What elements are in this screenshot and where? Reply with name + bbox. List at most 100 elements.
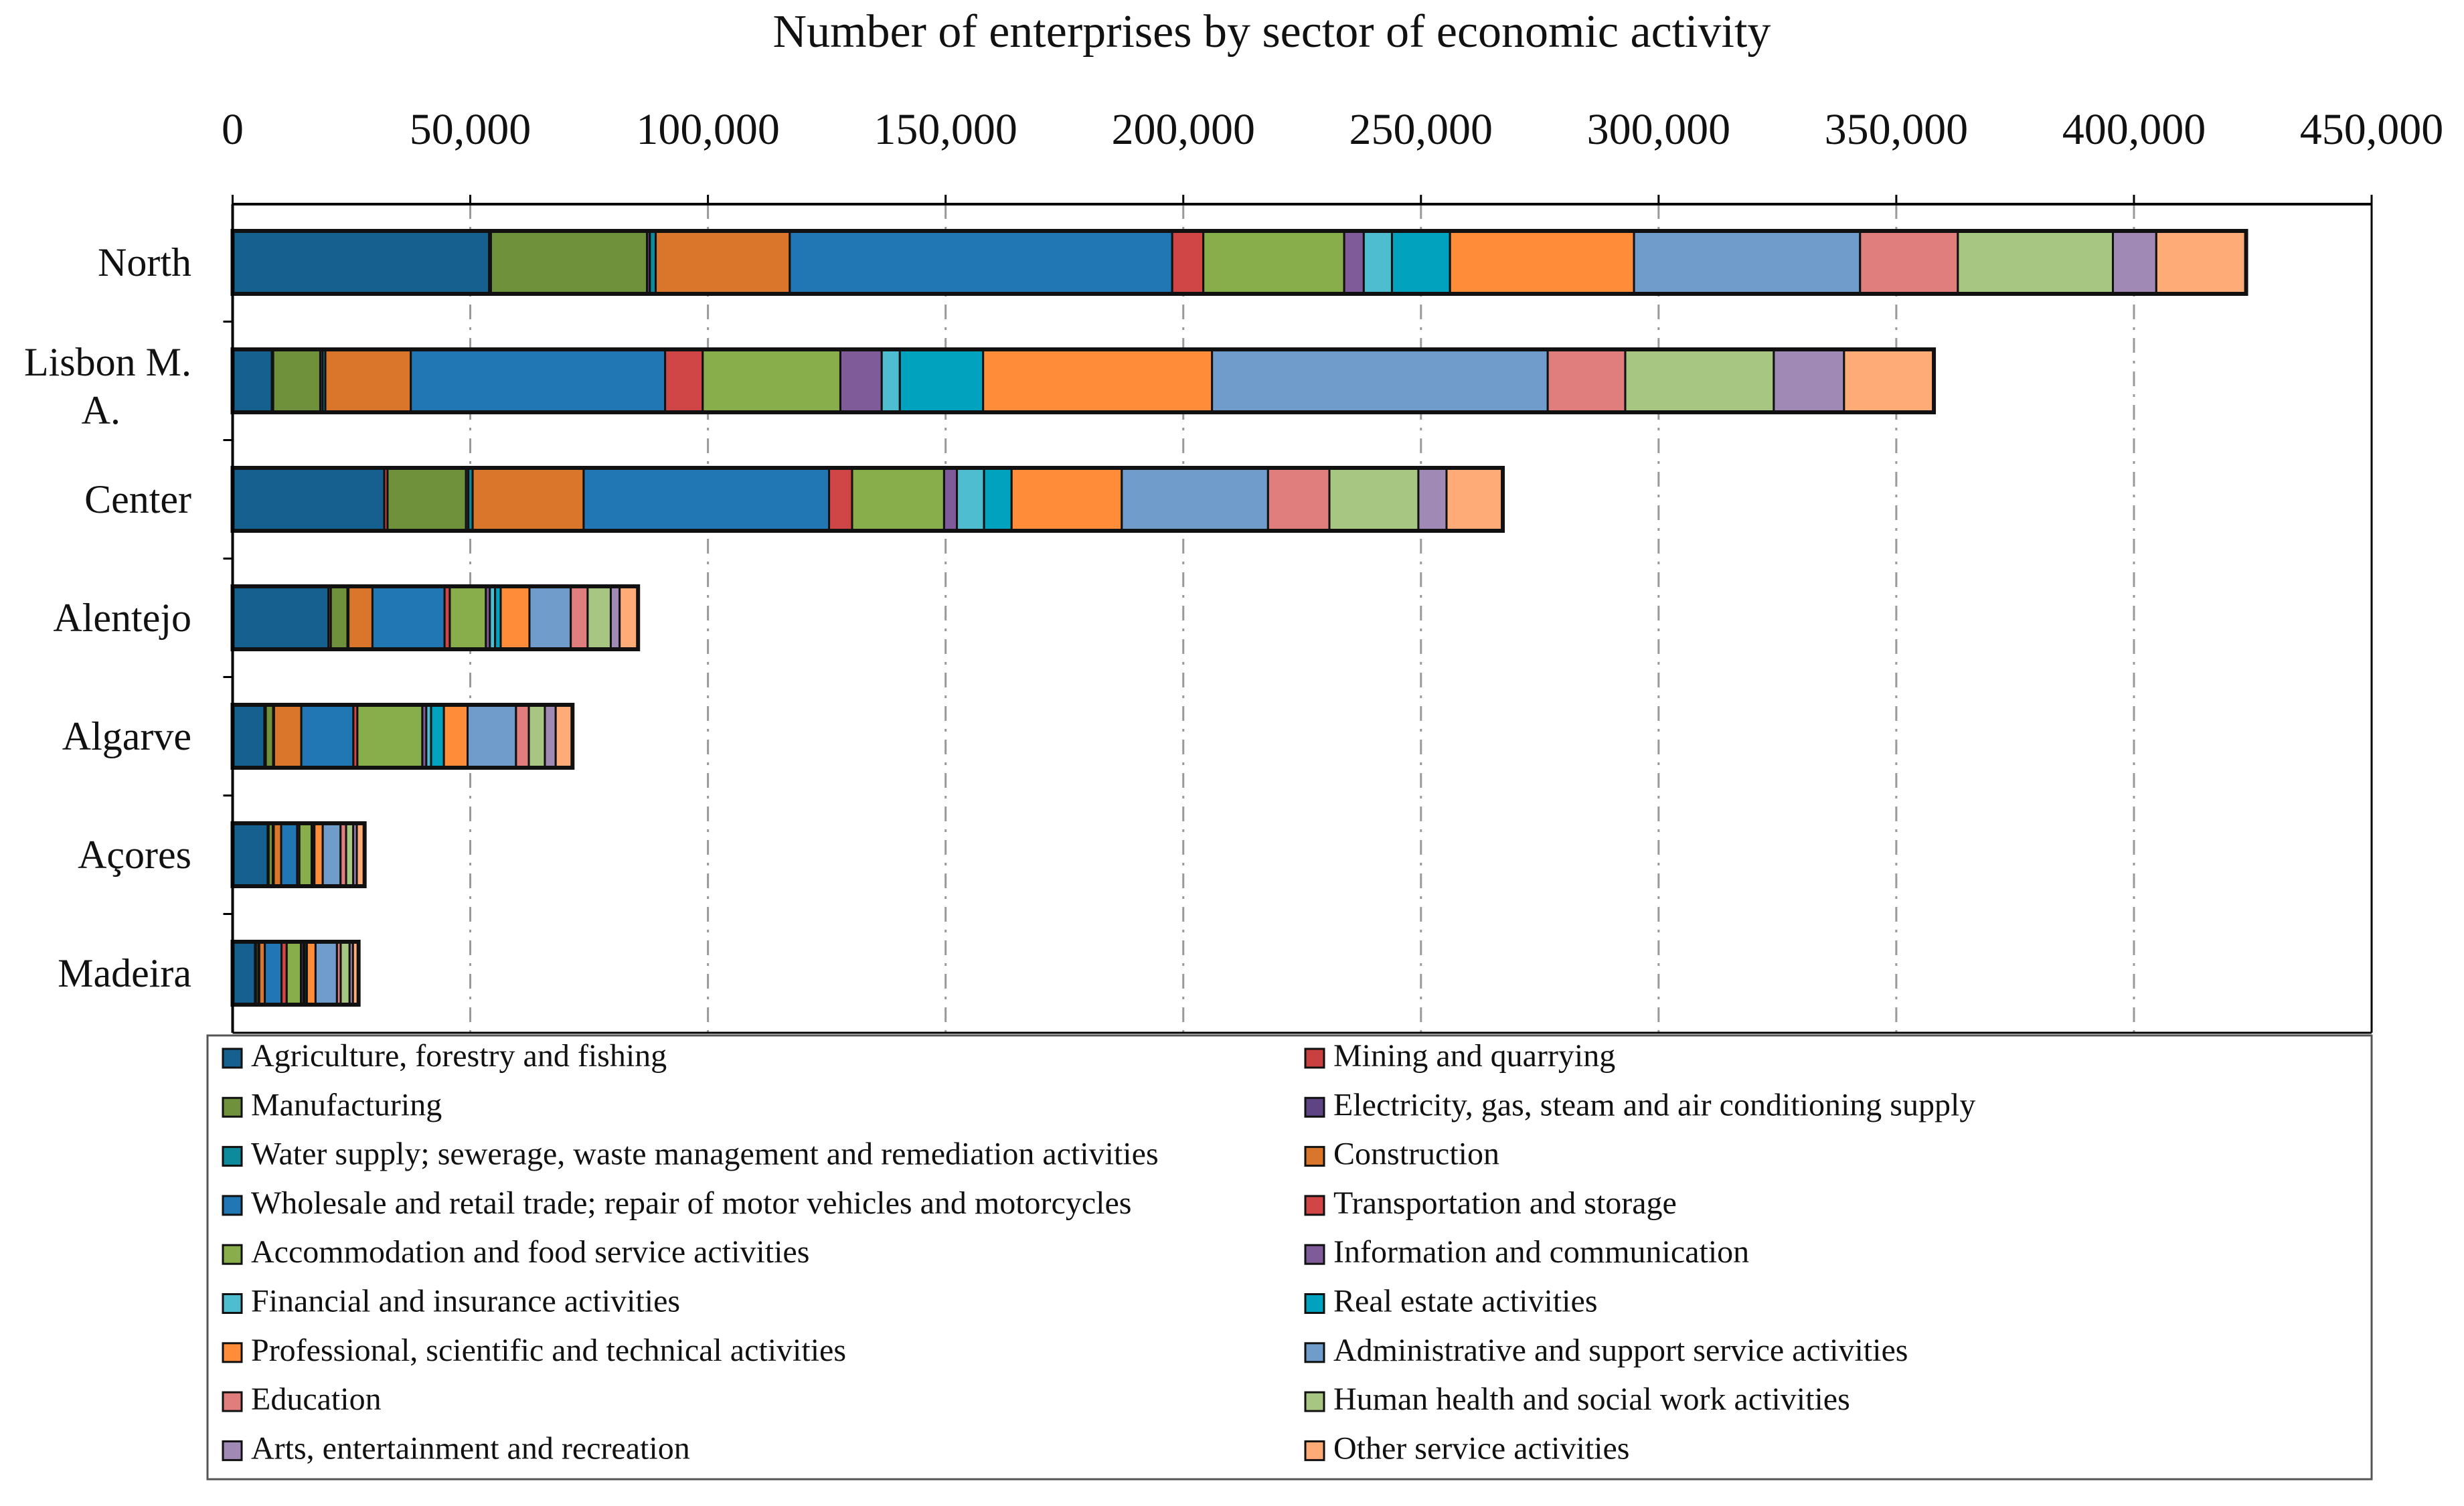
bar-segment — [1390, 230, 1451, 295]
bar-segment — [570, 585, 589, 651]
bar-segment — [956, 467, 985, 532]
legend-item: Administrative and support service activ… — [1304, 1333, 1908, 1368]
legend-item: Information and communication — [1304, 1234, 1749, 1270]
bar-madeira — [230, 940, 361, 1007]
bar-segment — [356, 703, 424, 769]
bar-segment — [305, 940, 317, 1006]
legend-label: Wholesale and retail trade; repair of mo… — [251, 1185, 1131, 1221]
bar-segment — [851, 467, 945, 532]
legend-label: Arts, entertainment and recreation — [251, 1430, 690, 1466]
bar-segment — [232, 230, 491, 295]
bar-segment — [898, 348, 985, 414]
legend-label: Education — [251, 1382, 382, 1417]
bar-segment — [828, 467, 853, 532]
bar-segment — [232, 940, 256, 1006]
legend-item: Electricity, gas, steam and air conditio… — [1304, 1087, 1975, 1122]
bar-segment — [321, 822, 342, 888]
bar-segment — [1211, 348, 1549, 414]
bar-segment — [880, 348, 901, 414]
bar-segment — [448, 585, 487, 651]
x-tick-label: 50,000 — [410, 105, 531, 154]
bar-alentejo — [230, 584, 641, 651]
bar-segment — [386, 467, 467, 532]
chart-title: Number of enterprises by sector of econo… — [773, 6, 1771, 58]
x-tick-label: 300,000 — [1587, 105, 1731, 154]
bar-segment — [1362, 230, 1393, 295]
bar-a-ores — [230, 821, 367, 888]
bar-segment — [467, 703, 517, 769]
legend-box — [206, 1034, 2373, 1481]
legend-swatch — [222, 1048, 243, 1069]
bar-segment — [300, 703, 355, 769]
axes: 0 50,000 100,000 150,000 200,000 250,000 300,0… — [24, 105, 2443, 1034]
legend-label: Mining and quarrying — [1333, 1038, 1615, 1074]
legend-item: Water supply; sewerage, waste management… — [222, 1137, 1159, 1172]
legend-swatch — [222, 1096, 243, 1118]
legend-swatch — [1304, 1096, 1325, 1118]
legend-item: Arts, entertainment and recreation — [222, 1430, 690, 1466]
category-label: Algarve — [62, 714, 191, 758]
bar-segment — [1843, 348, 1935, 414]
bar-segment — [272, 822, 282, 888]
bar-segment — [471, 467, 585, 532]
bar-segment — [442, 703, 469, 769]
bar-segment — [789, 230, 1173, 295]
bar-segment — [345, 822, 355, 888]
bar-segment — [982, 348, 1214, 414]
bar-north — [230, 229, 2248, 296]
bars — [230, 229, 2248, 1007]
bar-segment — [702, 348, 841, 414]
bar-segment — [285, 940, 303, 1006]
bar-segment — [1633, 230, 1862, 295]
bar-algarve — [230, 703, 575, 770]
bar-segment — [264, 703, 274, 769]
legend-item: Transportation and storage — [1304, 1185, 1677, 1221]
bar-segment — [430, 703, 445, 769]
bar-segment — [2155, 230, 2248, 295]
legend-swatch — [222, 1195, 243, 1216]
bar-segment — [528, 585, 572, 651]
legend-item: Agriculture, forestry and fishing — [222, 1038, 667, 1074]
bar-segment — [1266, 467, 1331, 532]
bar-segment — [1171, 230, 1205, 295]
legend-item: Financial and insurance activities — [222, 1284, 680, 1319]
legend-swatch — [1304, 1195, 1325, 1216]
bar-segment — [1957, 230, 2114, 295]
legend-swatch — [222, 1440, 243, 1461]
bar-segment — [232, 822, 269, 888]
category-label: North — [98, 240, 191, 284]
bar-segment — [1859, 230, 1959, 295]
bar-segment — [664, 348, 704, 414]
bar-segment — [314, 940, 338, 1006]
bar-segment — [499, 585, 531, 651]
legend-item: Real estate activities — [1304, 1284, 1598, 1319]
legend-label: Other service activities — [1333, 1430, 1629, 1466]
bar-segment — [554, 703, 574, 769]
bar-segment — [839, 348, 883, 414]
x-tick-label: 250,000 — [1349, 105, 1493, 154]
bar-segment — [1546, 348, 1627, 414]
category-label: Açores — [78, 833, 191, 877]
bar-segment — [324, 348, 412, 414]
bar-segment — [544, 703, 557, 769]
x-tick-label: 100,000 — [636, 105, 780, 154]
bar-segment — [272, 348, 321, 414]
bar-segment — [515, 703, 530, 769]
bar-segment — [232, 585, 330, 651]
bar-segment — [1445, 467, 1504, 532]
category-label: Alentejo — [53, 596, 191, 640]
bar-segment — [1343, 230, 1365, 295]
category-label: Lisbon M. — [24, 340, 191, 384]
x-tick-label: 200,000 — [1111, 105, 1255, 154]
bar-segment — [2111, 230, 2157, 295]
bar-segment — [586, 585, 612, 651]
legend-swatch — [1304, 1342, 1325, 1363]
bar-segment — [232, 467, 386, 532]
legend-item: Construction — [1304, 1137, 1499, 1172]
bar-segment — [983, 467, 1013, 532]
bar-segment — [1449, 230, 1635, 295]
bar-segment — [232, 348, 273, 414]
legend-label: Administrative and support service activ… — [1333, 1333, 1908, 1368]
legend-item: Manufacturing — [222, 1087, 442, 1122]
bar-segment — [264, 940, 283, 1006]
